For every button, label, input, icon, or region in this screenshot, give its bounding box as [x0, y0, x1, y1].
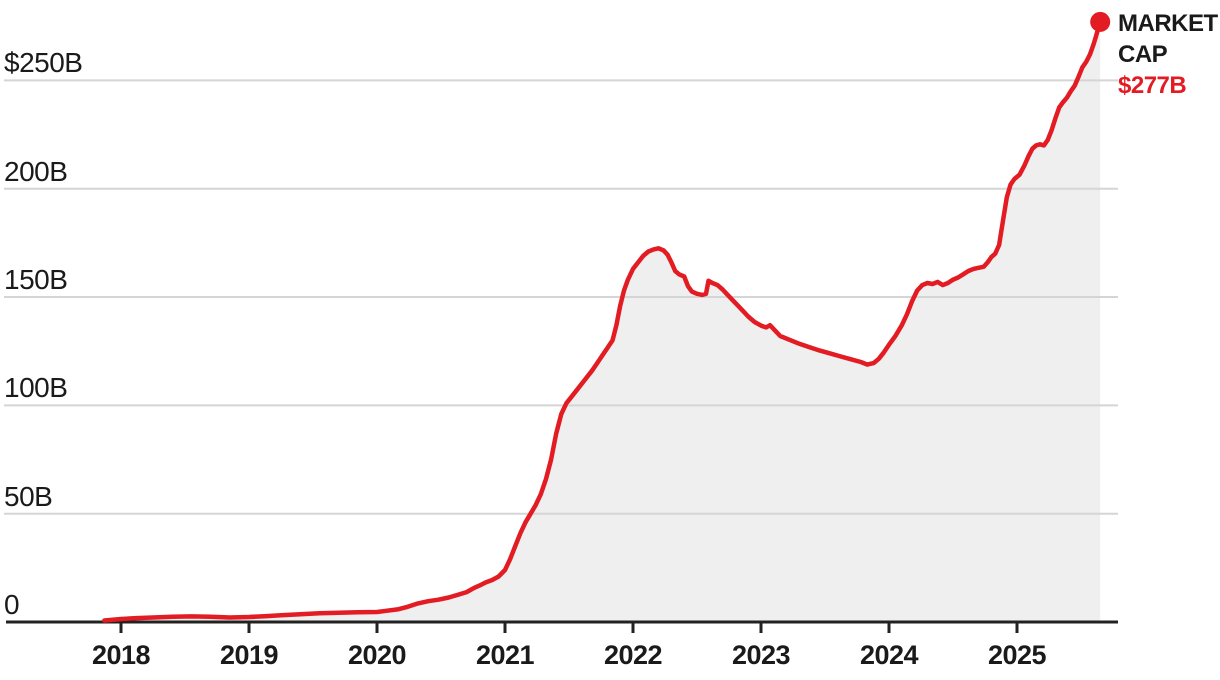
- y-axis-label-200b: 200B: [4, 155, 68, 187]
- annotation-title-line1: MARKET: [1118, 10, 1218, 37]
- y-axis-label-50b: 50B: [4, 480, 53, 512]
- y-axis-label-100b: 100B: [4, 372, 68, 404]
- y-axis-label-$250b: $250B: [4, 47, 83, 79]
- x-axis-label-2025: 2025: [987, 640, 1047, 670]
- series-endpoint-marker: [1090, 11, 1111, 32]
- x-axis-label-2024: 2024: [859, 640, 919, 670]
- endpoint-annotation: MARKET CAP $277B: [1118, 8, 1218, 101]
- x-axis-label-2023: 2023: [731, 640, 791, 670]
- x-axis-label-2018: 2018: [91, 640, 151, 670]
- x-axis-label-2022: 2022: [603, 640, 663, 670]
- x-axis-label-2020: 2020: [347, 640, 407, 670]
- annotation-value: $277B: [1118, 72, 1187, 99]
- annotation-title-line2: CAP: [1118, 41, 1168, 68]
- y-axis-label-0: 0: [4, 589, 20, 620]
- series-area-fill: [104, 21, 1101, 622]
- x-axis-label-2019: 2019: [219, 640, 279, 670]
- series-line: [102, 19, 1103, 623]
- x-axis-label-2021: 2021: [475, 640, 535, 670]
- y-axis-label-150b: 150B: [4, 264, 68, 296]
